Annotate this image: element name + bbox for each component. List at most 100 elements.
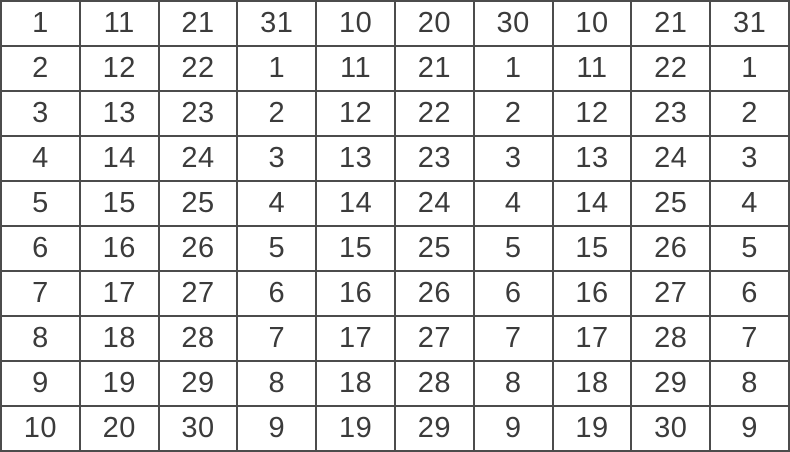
table-cell: 10 xyxy=(551,0,633,47)
table-row: 3 13 23 2 12 22 2 12 23 2 xyxy=(0,90,790,137)
table-row: 6 16 26 5 15 25 5 15 26 5 xyxy=(0,225,790,272)
table-cell: 26 xyxy=(630,225,712,272)
table-cell: 5 xyxy=(236,225,318,272)
table-row: 2 12 22 1 11 21 1 11 22 1 xyxy=(0,45,790,92)
table-cell: 21 xyxy=(630,0,712,47)
table-cell: 1 xyxy=(236,45,318,92)
table-cell: 1 xyxy=(472,45,554,92)
table-cell: 8 xyxy=(472,360,554,407)
table-cell: 25 xyxy=(630,180,712,227)
table-cell: 2 xyxy=(472,90,554,137)
table-cell: 10 xyxy=(0,405,81,452)
table-row: 10 20 30 9 19 29 9 19 30 9 xyxy=(0,405,790,452)
table-cell: 22 xyxy=(393,90,475,137)
table-cell: 4 xyxy=(472,180,554,227)
table-cell: 30 xyxy=(472,0,554,47)
table-cell: 13 xyxy=(315,135,396,182)
table-cell: 6 xyxy=(709,270,790,317)
table-cell: 6 xyxy=(0,225,81,272)
table-cell: 12 xyxy=(315,90,396,137)
table-cell: 12 xyxy=(551,90,633,137)
table-cell: 15 xyxy=(551,225,633,272)
table-cell: 23 xyxy=(157,90,239,137)
table-cell: 2 xyxy=(236,90,318,137)
table-row: 8 18 28 7 17 27 7 17 28 7 xyxy=(0,315,790,362)
table-cell: 21 xyxy=(157,0,239,47)
table-cell: 24 xyxy=(157,135,239,182)
table-cell: 9 xyxy=(236,405,318,452)
table-cell: 19 xyxy=(78,360,160,407)
table-cell: 3 xyxy=(0,90,81,137)
table-row: 7 17 27 6 16 26 6 16 27 6 xyxy=(0,270,790,317)
table-cell: 27 xyxy=(157,270,239,317)
table-cell: 6 xyxy=(236,270,318,317)
table-cell: 12 xyxy=(78,45,160,92)
table-cell: 30 xyxy=(630,405,712,452)
table-cell: 22 xyxy=(157,45,239,92)
table-cell: 16 xyxy=(551,270,633,317)
table-cell: 29 xyxy=(393,405,475,452)
table-cell: 15 xyxy=(78,180,160,227)
table-cell: 8 xyxy=(709,360,790,407)
table-cell: 31 xyxy=(709,0,790,47)
table-cell: 7 xyxy=(472,315,554,362)
table-cell: 7 xyxy=(236,315,318,362)
table-cell: 20 xyxy=(393,0,475,47)
table-cell: 19 xyxy=(315,405,396,452)
table-cell: 28 xyxy=(157,315,239,362)
table-cell: 21 xyxy=(393,45,475,92)
table-cell: 20 xyxy=(78,405,160,452)
table-cell: 23 xyxy=(393,135,475,182)
table-cell: 10 xyxy=(315,0,396,47)
table-cell: 31 xyxy=(236,0,318,47)
table-cell: 5 xyxy=(0,180,81,227)
table-row: 1 11 21 31 10 20 30 10 21 31 xyxy=(0,0,790,47)
table-cell: 9 xyxy=(0,360,81,407)
table-cell: 5 xyxy=(472,225,554,272)
table-cell: 2 xyxy=(709,90,790,137)
table-cell: 30 xyxy=(157,405,239,452)
table-cell: 18 xyxy=(551,360,633,407)
table-cell: 19 xyxy=(551,405,633,452)
table-cell: 3 xyxy=(236,135,318,182)
table-cell: 4 xyxy=(236,180,318,227)
table-cell: 5 xyxy=(709,225,790,272)
table-cell: 1 xyxy=(709,45,790,92)
table-cell: 9 xyxy=(709,405,790,452)
table-row: 4 14 24 3 13 23 3 13 24 3 xyxy=(0,135,790,182)
table-cell: 24 xyxy=(630,135,712,182)
table-cell: 3 xyxy=(709,135,790,182)
table-cell: 15 xyxy=(315,225,396,272)
table-cell: 4 xyxy=(0,135,81,182)
table-cell: 14 xyxy=(78,135,160,182)
table-cell: 25 xyxy=(393,225,475,272)
table-cell: 1 xyxy=(0,0,81,47)
table-cell: 29 xyxy=(630,360,712,407)
table-cell: 7 xyxy=(0,270,81,317)
table-cell: 14 xyxy=(315,180,396,227)
table-cell: 11 xyxy=(551,45,633,92)
table-cell: 26 xyxy=(393,270,475,317)
table-cell: 28 xyxy=(630,315,712,362)
table-cell: 22 xyxy=(630,45,712,92)
table-cell: 4 xyxy=(709,180,790,227)
table-cell: 6 xyxy=(472,270,554,317)
table-cell: 16 xyxy=(315,270,396,317)
table-cell: 7 xyxy=(709,315,790,362)
table-cell: 23 xyxy=(630,90,712,137)
table-cell: 11 xyxy=(78,0,160,47)
table-cell: 2 xyxy=(0,45,81,92)
table-cell: 18 xyxy=(78,315,160,362)
table-cell: 27 xyxy=(393,315,475,362)
table-cell: 25 xyxy=(157,180,239,227)
table-cell: 17 xyxy=(315,315,396,362)
table-row: 9 19 29 8 18 28 8 18 29 8 xyxy=(0,360,790,407)
table-cell: 24 xyxy=(393,180,475,227)
table-cell: 3 xyxy=(472,135,554,182)
table-cell: 27 xyxy=(630,270,712,317)
table-cell: 8 xyxy=(0,315,81,362)
table-cell: 26 xyxy=(157,225,239,272)
table-cell: 13 xyxy=(78,90,160,137)
